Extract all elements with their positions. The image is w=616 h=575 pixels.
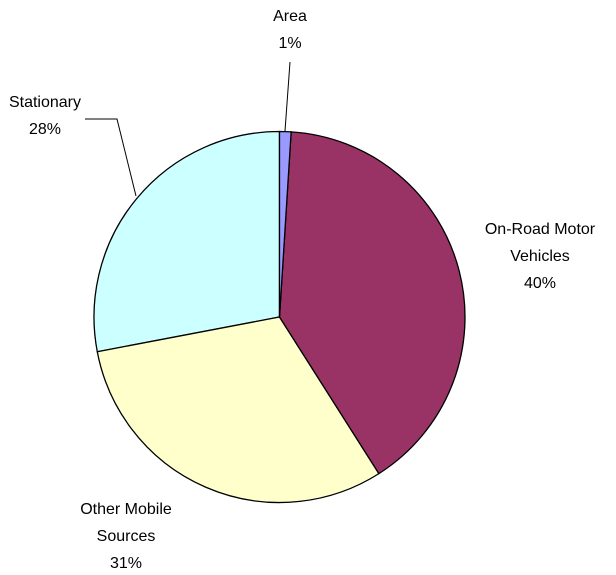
percent-label: 31% [109,555,143,572]
percent-label: 1% [278,35,302,52]
pie-slice [278,131,466,475]
percent-label: 28% [28,121,62,138]
leader-line [284,61,291,132]
slice-label: Other Mobile Sources 31% [66,496,186,575]
percent-label: 40% [523,275,557,292]
category-name: Stationary [8,94,82,111]
category-name: Other Mobile Sources [80,501,172,545]
pie-slice [93,130,281,353]
pie-slice [278,130,292,318]
slice-label: Stationary 28% [0,89,90,143]
slice-label: Area 1% [240,3,340,57]
category-name: Area [273,8,307,25]
category-name: On-Road Motor Vehicles [484,221,596,265]
leader-line [85,118,137,197]
slice-label: On-Road Motor Vehicles 40% [465,216,615,297]
